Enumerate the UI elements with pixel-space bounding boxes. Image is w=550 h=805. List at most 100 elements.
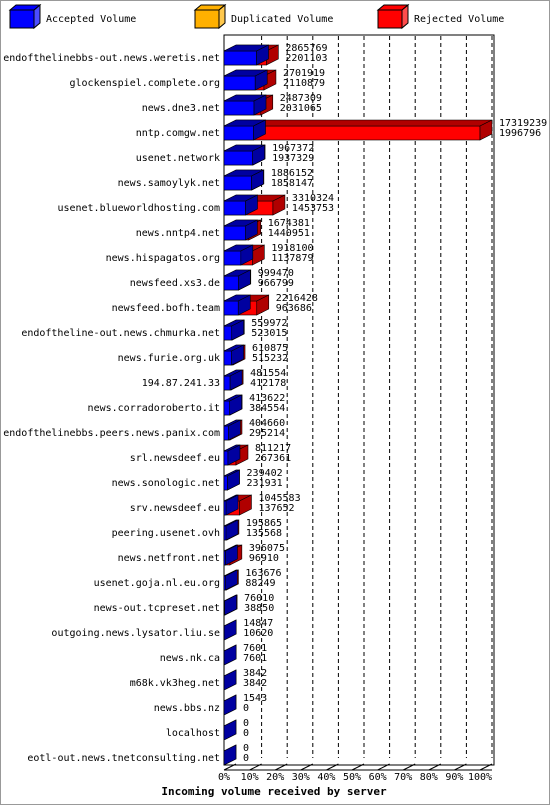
value-label: 0 [243,743,249,754]
value-label: 7601 [243,643,267,654]
accepted-bar [223,200,246,216]
value-label: 1918100 [271,243,313,254]
rejected-bar-side [239,494,252,516]
accepted-bar-side [237,294,251,316]
accepted-bar [223,400,230,416]
value-label: 76010 [244,593,274,604]
x-axis-label: Incoming volume received by server [161,785,387,798]
tick-mark [479,763,493,771]
tick-mark [454,763,467,771]
y-tick-label: news-out.tcpreset.net [94,603,220,614]
value-label: 3842 [243,668,267,679]
value-label: 481554 [250,368,286,379]
value-label: 96910 [249,553,279,564]
y-tick-label: endofthelinebbs.peers.news.panix.com [3,428,220,439]
accepted-bar-side [229,369,243,391]
value-label: 404660 [249,418,285,429]
y-tick-label: nntp.comgw.net [136,128,220,139]
x-tick-label: 0% [218,772,230,783]
y-tick-label: usenet.blueworldhosting.com [57,203,220,214]
y-tick-label: endofthelinebbs-out.news.weretis.net [3,53,220,64]
accepted-bar-side [253,94,267,116]
x-tick-label: 10% [241,772,259,783]
accepted-bar-side [253,119,266,141]
x-tick-label: 90% [445,772,463,783]
x-tick-label: 50% [343,772,361,783]
value-label: 0 [243,703,249,714]
y-tick-label: endoftheline-out.news.chmurka.net [21,328,220,339]
accepted-bar [223,150,253,166]
accepted-bar-side [223,744,237,766]
tick-mark [326,763,339,771]
value-label: 1045583 [258,493,300,504]
accepted-bar [223,225,246,241]
value-label: 2216428 [276,293,318,304]
y-tick-label: news.samoylyk.net [118,178,220,189]
accepted-bar-side [237,269,251,291]
value-label: 2487309 [280,93,322,104]
accepted-bar-side [227,444,241,466]
accepted-bar [223,450,229,466]
accepted-bar-side [223,619,237,641]
value-label: 999470 [258,268,294,279]
value-label: 3842 [243,678,267,689]
accepted-bar [223,250,242,266]
y-tick-label: glockenspiel.complete.org [69,78,220,89]
value-label: 38850 [244,603,274,614]
accepted-bar-side [223,644,237,666]
accepted-bar-side [227,469,240,491]
value-label: 88249 [245,578,275,589]
y-tick-label: news.bbs.nz [154,703,220,714]
accepted-bar [223,75,256,91]
accepted-bar-side [251,169,264,191]
tick-mark [300,763,314,771]
value-label: 413622 [249,393,285,404]
x-tick-label: 40% [317,772,335,783]
legend-swatch [377,9,403,29]
legend-swatch-side [401,3,409,30]
value-label: 1137879 [271,253,313,264]
value-label: 137652 [258,503,294,514]
value-label: 963686 [276,303,312,314]
y-tick-label: m68k.vk3heg.net [130,678,220,689]
value-label: 7601 [243,653,267,664]
rejected-bar-side [272,194,286,216]
accepted-bar [223,125,254,141]
y-tick-label: usenet.network [136,153,220,164]
rejected-bar-side [479,119,493,141]
y-tick-label: peering.usenet.ovh [112,528,220,539]
legend-swatch-side [33,3,41,30]
value-label: 195865 [246,518,282,529]
tick-mark [402,763,416,771]
value-label: 2701919 [283,68,325,79]
accepted-bar [223,100,255,116]
value-label: 1886152 [271,168,313,179]
accepted-bar-side [231,319,245,341]
accepted-bar [223,325,233,341]
value-label: 1674381 [268,218,310,229]
y-tick-label: srv.newsdeef.eu [130,503,220,514]
x-tick-label: 70% [394,772,412,783]
accepted-bar [223,375,231,391]
accepted-bar-side [240,244,254,266]
accepted-bar-side [229,394,242,416]
accepted-bar-side [225,519,239,541]
accepted-bar [223,300,239,316]
x-tick-label: 80% [420,772,438,783]
accepted-bar [223,525,227,541]
value-label: 2031065 [280,103,322,114]
value-label: 811217 [255,443,291,454]
y-tick-label: localhost [166,728,220,739]
y-tick-label: newsfeed.xs3.de [130,278,220,289]
tick-mark [428,763,442,771]
legend-swatch [194,9,220,29]
value-label: 966799 [258,278,294,289]
accepted-bar-side [228,419,241,441]
value-label: 412178 [250,378,286,389]
plot-area [223,34,495,766]
rejected-bar-side [252,244,265,266]
accepted-bar-side [224,594,237,616]
rejected-bar-side [256,294,270,316]
value-label: 515232 [252,353,288,364]
y-tick-label: news.dne3.net [142,103,220,114]
